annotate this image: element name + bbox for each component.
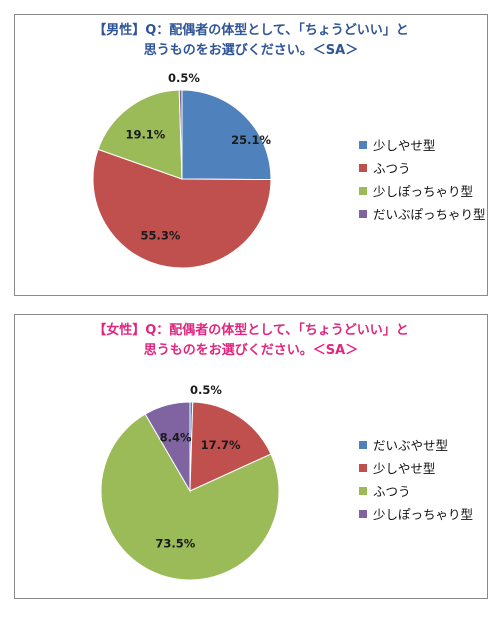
legend-item: 少しやせ型 [359,133,486,156]
legend-item: 少しぽっちゃり型 [359,179,486,202]
data-label: 73.5% [155,537,195,551]
legend-swatch [359,509,367,518]
legend-swatch [359,463,367,472]
data-label: 0.5% [168,71,200,85]
legend-label: 少しぽっちゃり型 [373,184,474,199]
legend-item: だいぶぽっちゃり型 [359,202,486,225]
legend-item: 少しぽっちゃり型 [359,502,473,525]
data-label: 8.4% [160,431,192,445]
pie-slice [144,401,191,493]
legend-item: ふつう [359,156,486,179]
data-label: 55.3% [141,228,181,242]
chart-panel-female: 【女性】Q：配偶者の体型として、「ちょうどいい」と 思うものをお選びください。＜S… [14,314,488,599]
chart-title: 【男性】Q：配偶者の体型として、「ちょうどいい」と 思うものをお選びください。＜S… [93,23,409,58]
data-label: 0.5% [190,383,222,397]
pie-slice [100,413,280,581]
pie-slice [97,89,183,180]
data-label: 19.1% [125,128,165,142]
legend-label: だいぶやせ型 [373,438,449,453]
legend-label: ふつう [373,161,411,176]
data-label: 17.7% [201,438,241,452]
legend-swatch [359,440,367,449]
legend-item: だいぶやせ型 [359,433,473,456]
legend-item: ふつう [359,479,473,502]
legend-label: だいぶぽっちゃり型 [373,207,486,222]
pie-chart: 25.1% 55.3% 19.1% 0.5% [92,71,272,269]
pie-slice [189,401,272,492]
chart-title: 【女性】Q：配偶者の体型として、「ちょうどいい」と 思うものをお選びください。＜S… [93,323,409,358]
legend-swatch [359,163,367,172]
chart-legend: 少しやせ型ふつう少しぽっちゃり型 だいぶぽっちゃり型 [359,133,486,225]
pie-slice [181,89,272,181]
legend-item: 少しやせ型 [359,456,473,479]
legend-swatch [359,486,367,495]
chart-legend: だいぶやせ型 少しやせ型ふつう少しぽっちゃり型 [359,433,473,525]
pie-slice [178,89,183,180]
data-label: 25.1% [231,133,271,147]
legend-swatch [359,209,367,218]
pie-slice [92,148,272,269]
legend-label: 少しぽっちゃり型 [373,507,474,522]
legend-label: 少しやせ型 [373,461,436,476]
chart-panel-male: 【男性】Q：配偶者の体型として、「ちょうどいい」と 思うものをお選びください。＜S… [14,14,488,296]
pie-chart: 0.5% 17.7% 73.5% 8.4% [100,383,280,581]
legend-label: 少しやせ型 [373,138,436,153]
legend-label: ふつう [373,484,411,499]
legend-swatch [359,140,367,149]
legend-swatch [359,186,367,195]
